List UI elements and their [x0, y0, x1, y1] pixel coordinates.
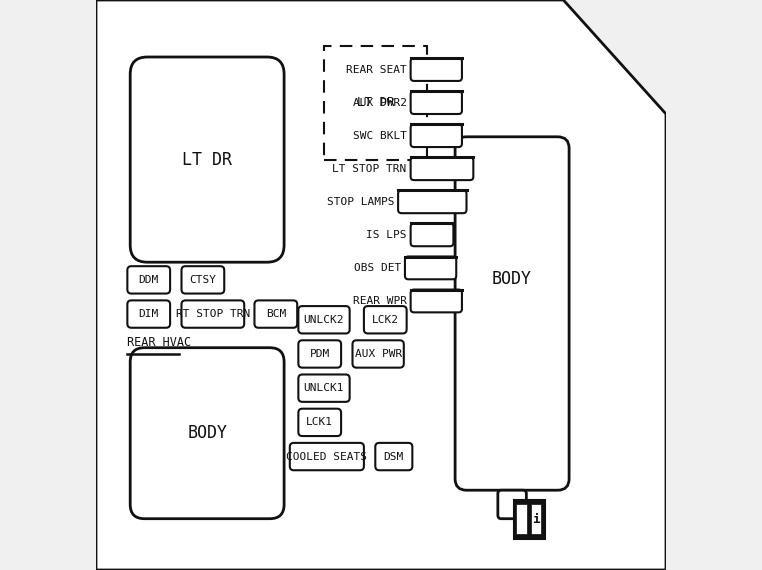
Text: DDM: DDM [139, 275, 158, 285]
Text: REAR WPR: REAR WPR [353, 296, 407, 306]
FancyBboxPatch shape [455, 137, 569, 490]
Text: LT STOP TRN: LT STOP TRN [332, 164, 407, 174]
Text: IS LPS: IS LPS [367, 230, 407, 240]
Text: OBS DET: OBS DET [354, 263, 401, 273]
Text: UNLCK2: UNLCK2 [304, 315, 344, 325]
Text: CTSY: CTSY [190, 275, 216, 285]
Text: LT DR: LT DR [182, 150, 232, 169]
Bar [517, 504, 527, 534]
Text: BODY: BODY [492, 270, 532, 288]
Text: RT STOP TRN: RT STOP TRN [176, 309, 250, 319]
FancyBboxPatch shape [405, 256, 456, 279]
Text: BCM: BCM [266, 309, 286, 319]
Text: REAR HVAC: REAR HVAC [127, 336, 191, 349]
Bar [324, 46, 427, 160]
FancyBboxPatch shape [398, 190, 466, 213]
Text: BODY: BODY [187, 424, 227, 442]
Text: i: i [533, 513, 539, 526]
Bar [531, 504, 541, 534]
Bar [514, 500, 545, 539]
Text: REAR SEAT: REAR SEAT [346, 64, 407, 75]
FancyBboxPatch shape [181, 266, 224, 294]
Text: SWC BKLT: SWC BKLT [353, 131, 407, 141]
Text: LCK2: LCK2 [372, 315, 399, 325]
Text: DSM: DSM [384, 451, 404, 462]
Text: COOLED SEATS: COOLED SEATS [287, 451, 367, 462]
FancyBboxPatch shape [299, 409, 341, 436]
FancyBboxPatch shape [498, 490, 527, 519]
Text: LT DR: LT DR [357, 96, 394, 109]
FancyBboxPatch shape [130, 57, 284, 262]
FancyBboxPatch shape [411, 124, 462, 147]
FancyBboxPatch shape [376, 443, 412, 470]
FancyBboxPatch shape [181, 300, 244, 328]
FancyBboxPatch shape [127, 300, 170, 328]
Text: AUX PWR2: AUX PWR2 [353, 97, 407, 108]
FancyBboxPatch shape [364, 306, 407, 333]
FancyBboxPatch shape [299, 306, 350, 333]
FancyBboxPatch shape [299, 374, 350, 402]
FancyBboxPatch shape [299, 340, 341, 368]
Text: STOP LAMPS: STOP LAMPS [327, 197, 394, 207]
FancyBboxPatch shape [130, 348, 284, 519]
FancyBboxPatch shape [290, 443, 364, 470]
FancyBboxPatch shape [353, 340, 404, 368]
FancyBboxPatch shape [411, 58, 462, 81]
FancyBboxPatch shape [411, 290, 462, 312]
FancyBboxPatch shape [127, 266, 170, 294]
FancyBboxPatch shape [411, 157, 473, 180]
Text: UNLCK1: UNLCK1 [304, 383, 344, 393]
Text: PDM: PDM [309, 349, 330, 359]
Polygon shape [96, 0, 666, 570]
Text: DIM: DIM [139, 309, 158, 319]
FancyBboxPatch shape [411, 91, 462, 114]
Text: LCK1: LCK1 [306, 417, 333, 428]
Text: AUX PWR: AUX PWR [354, 349, 402, 359]
FancyBboxPatch shape [411, 223, 453, 246]
FancyBboxPatch shape [255, 300, 297, 328]
